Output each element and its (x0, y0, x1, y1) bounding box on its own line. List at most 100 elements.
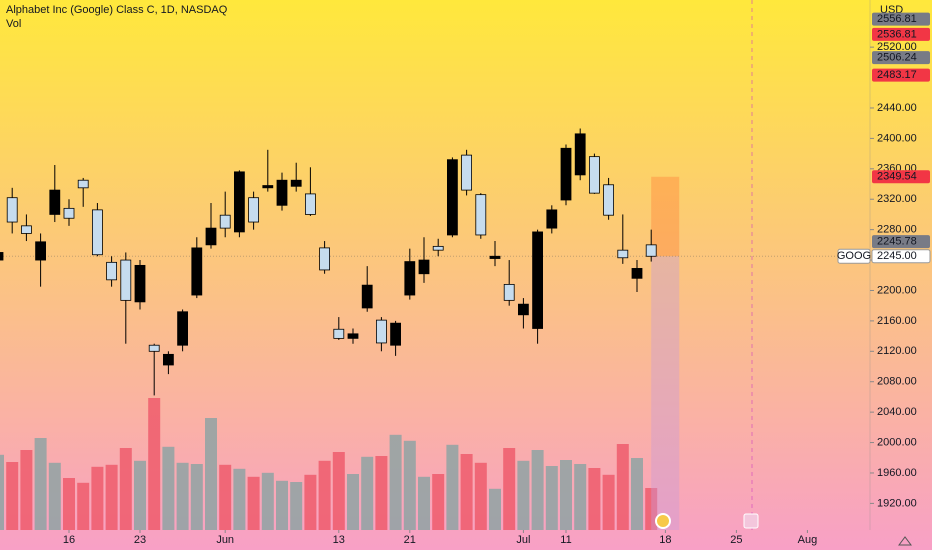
candle-body (92, 209, 103, 256)
candle-body (390, 322, 402, 346)
x-tick-label: 21 (404, 534, 416, 546)
volume-bar (347, 474, 359, 530)
volume-bar (219, 464, 232, 530)
home-icon[interactable] (898, 536, 912, 546)
candle-body (205, 227, 217, 246)
candle-body (319, 247, 331, 271)
volume-bar (574, 464, 587, 530)
earnings-icon[interactable] (743, 513, 759, 529)
volume-bar (6, 462, 19, 530)
volume-bar (560, 460, 572, 530)
candle-body (219, 214, 231, 229)
y-tick-label: 2520.00 (877, 41, 917, 53)
volume-bar (261, 472, 274, 530)
volume-bar (602, 474, 615, 530)
volume-bar (389, 434, 402, 530)
candle-body (0, 252, 4, 261)
price-label-box (872, 12, 930, 26)
volume-bar (474, 462, 487, 530)
candle-body (20, 225, 32, 234)
candle-body (276, 179, 288, 206)
y-tick-label: 2200.00 (877, 284, 917, 296)
volume-bar (0, 454, 4, 530)
candle-body (503, 283, 515, 301)
price-label-box (872, 170, 930, 184)
candle-body (532, 231, 543, 329)
candle-body (617, 249, 629, 259)
volume-bar (304, 474, 317, 530)
y-tick-label: 2160.00 (877, 315, 917, 327)
price-label: 2245.00 (877, 250, 917, 262)
y-tick-label: 1920.00 (877, 497, 917, 509)
volume-bar (134, 460, 146, 530)
x-tick-label: 16 (63, 534, 75, 546)
volume-bar (375, 456, 388, 530)
y-tick-label: 2320.00 (877, 193, 917, 205)
y-tick-label: 2040.00 (877, 406, 917, 418)
candle-body (645, 244, 657, 257)
volume-bar (616, 444, 629, 530)
volume-bar (63, 478, 75, 530)
candle-body (375, 319, 387, 344)
y-tick-label: 2400.00 (877, 132, 917, 144)
volume-bar (34, 438, 47, 530)
price-label: 2556.81 (877, 13, 917, 25)
volume-bar (20, 450, 33, 530)
price-label: 2349.54 (877, 171, 917, 183)
volume-bar (446, 444, 459, 530)
x-tick-label: 23 (134, 534, 146, 546)
candle-body (134, 264, 146, 303)
volume-bar (205, 418, 217, 530)
candle-body (404, 261, 416, 296)
volume-bar (105, 464, 118, 530)
candle-body (262, 185, 274, 189)
volume-bar (233, 468, 246, 530)
volume-bar (545, 466, 558, 530)
candle-body (49, 189, 61, 215)
candle-body (361, 284, 373, 309)
volume-bar (631, 458, 643, 530)
y-tick-label: 1960.00 (877, 467, 917, 479)
price-label: 2536.81 (877, 28, 917, 40)
x-tick-label: 25 (730, 534, 742, 546)
y-tick-label: 2000.00 (877, 436, 917, 448)
volume-bar (489, 488, 501, 530)
price-label-box (872, 51, 930, 65)
candle-body (347, 333, 359, 339)
symbol-tag-box (837, 248, 871, 264)
y-tick-label: 2440.00 (877, 102, 917, 114)
candle-body (248, 197, 260, 223)
candle-body (333, 328, 345, 339)
volume-bar (645, 488, 658, 530)
volume-bar (361, 456, 374, 530)
price-label: 2506.24 (877, 52, 917, 64)
dividend-icon[interactable] (655, 513, 671, 529)
volume-bar (418, 476, 430, 530)
volume-bar (247, 476, 260, 530)
x-tick-label: Aug (798, 534, 818, 546)
candle-body (546, 209, 558, 229)
volume-bar (276, 480, 288, 530)
candle-body (603, 184, 614, 216)
volume-bar (531, 450, 544, 530)
candle-body (560, 147, 572, 201)
x-tick-label: 18 (659, 534, 671, 546)
y-tick-label: 2280.00 (877, 224, 917, 236)
position-stop-zone (651, 256, 680, 530)
chart-title: Alphabet Inc (Google) Class C, 1D, NASDA… (6, 4, 228, 16)
candle-body (304, 193, 316, 215)
volume-bar (148, 398, 161, 530)
candle-body (489, 255, 501, 259)
volume-bar (432, 474, 445, 530)
candle-body (475, 194, 487, 236)
volume-bar (517, 460, 530, 530)
candle-body (446, 159, 458, 236)
candle-body (177, 311, 189, 346)
candle-body (162, 353, 174, 366)
volume-bar (503, 448, 516, 530)
volume-bar (176, 462, 189, 530)
candle-body (233, 171, 245, 233)
volume-bar (119, 448, 132, 530)
candle-body (418, 259, 430, 275)
